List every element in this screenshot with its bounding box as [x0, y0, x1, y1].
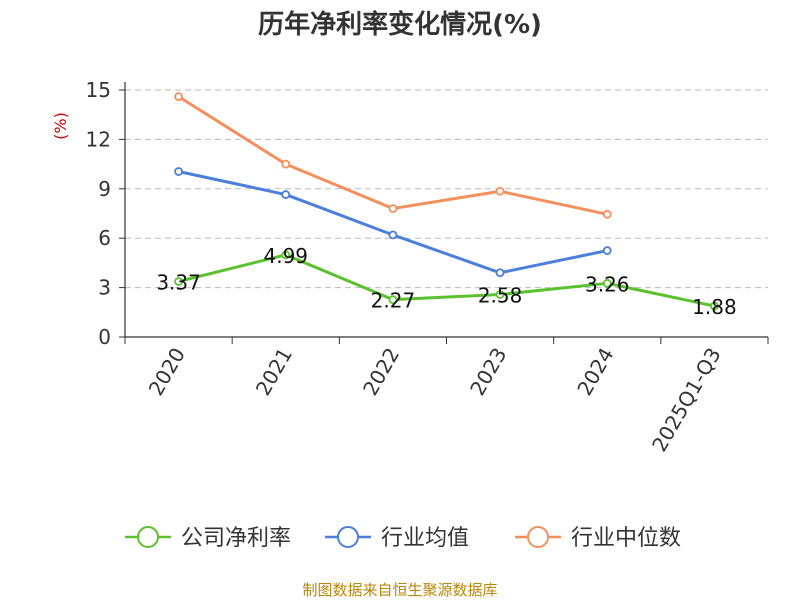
grid	[125, 89, 768, 289]
y-tick-label: 15	[86, 78, 111, 102]
x-tick-label: 2020	[144, 344, 190, 400]
y-tick-label: 0	[98, 325, 111, 349]
data-point[interactable]	[281, 250, 291, 260]
data-label: 2.27	[371, 289, 416, 313]
legend-marker	[337, 526, 359, 548]
data-point[interactable]	[495, 290, 505, 299]
data-point[interactable]	[281, 159, 291, 169]
data-point[interactable]	[174, 167, 183, 176]
chart-title: 历年净利率变化情况(%)	[258, 9, 542, 40]
data-label: 2.58	[478, 284, 523, 308]
x-tick-label: 2022	[358, 344, 404, 400]
data-point[interactable]	[602, 209, 612, 219]
data-point[interactable]	[495, 268, 505, 278]
data-point[interactable]	[174, 277, 183, 286]
series-line	[177, 95, 608, 216]
data-point[interactable]	[388, 230, 398, 240]
series-line	[178, 253, 715, 308]
y-tick-label: 12	[86, 127, 111, 151]
x-tick-label: 2024	[572, 344, 618, 400]
data-label: 4.99	[263, 244, 308, 268]
legend-marker	[527, 526, 549, 548]
data-point[interactable]	[174, 92, 183, 101]
source-note: 制图数据来自恒生聚源数据库	[302, 581, 497, 599]
legend-label: 行业均值	[381, 526, 469, 551]
data-point[interactable]	[388, 204, 398, 213]
data-label: 1.88	[692, 295, 737, 319]
x-tick-label: 2021	[251, 344, 297, 400]
data-labels: 3.37 4.99 2.27 2.58 3.26 1.88	[156, 244, 736, 319]
data-point[interactable]	[710, 301, 719, 311]
data-label: 3.26	[585, 272, 630, 296]
legend-label: 公司净利率	[181, 526, 291, 551]
axes: 0 3 6 9 12 15 2020 2021 2022 2023 2024 2025Q1-Q3	[86, 78, 769, 456]
legend-marker	[137, 526, 159, 548]
legend-item[interactable]: 行业中位数	[515, 526, 681, 551]
y-tick-label: 6	[98, 226, 111, 250]
data-point[interactable]	[281, 190, 291, 199]
x-tick-label: 2025Q1-Q3	[647, 344, 726, 456]
data-point[interactable]	[602, 278, 612, 288]
x-tick-label: 2023	[465, 344, 511, 400]
y-axis-label: (%)	[51, 112, 70, 140]
data-point[interactable]	[495, 186, 505, 196]
series-group	[174, 92, 719, 311]
data-point[interactable]	[602, 246, 612, 255]
series-line	[178, 170, 608, 275]
data-label: 3.37	[156, 271, 201, 295]
legend[interactable]: 公司净利率 行业均值 行业中位数	[125, 526, 681, 551]
y-tick-label: 3	[98, 276, 111, 300]
y-tick-label: 9	[98, 177, 111, 201]
legend-item[interactable]: 公司净利率	[125, 526, 291, 551]
legend-item[interactable]: 行业均值	[325, 526, 469, 551]
data-point[interactable]	[388, 295, 398, 305]
legend-label: 行业中位数	[571, 526, 681, 551]
